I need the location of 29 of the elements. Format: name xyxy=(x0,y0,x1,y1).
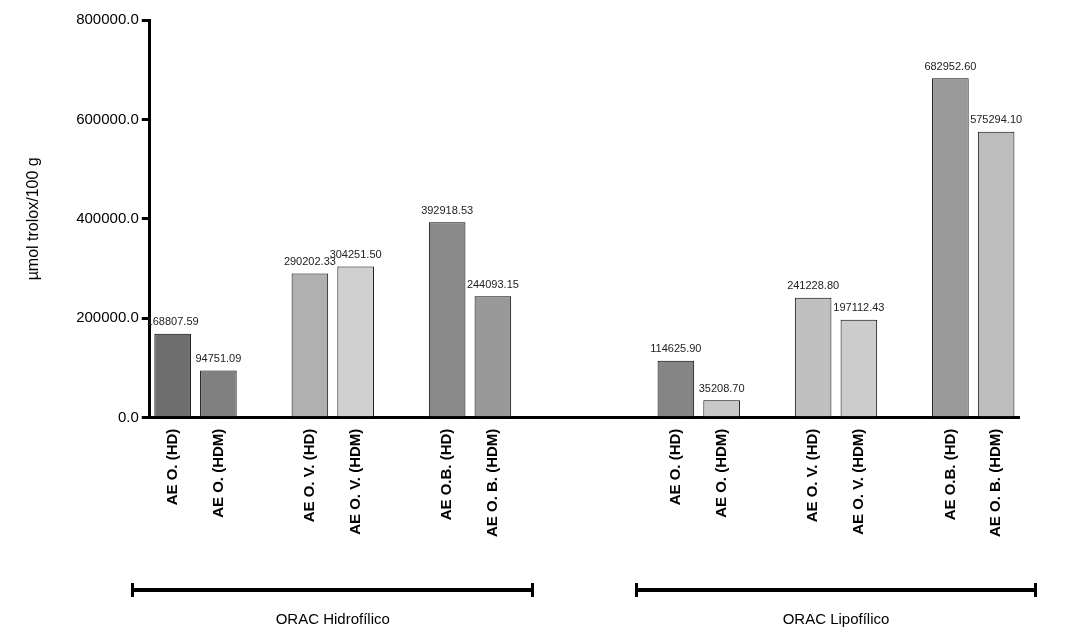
data-label: 114625.90 xyxy=(650,342,702,355)
data-label: 392918.53 xyxy=(421,203,474,216)
x-tick-label: AE O. (HD) xyxy=(666,428,684,506)
y-tick-label: 0.0 xyxy=(117,407,139,425)
x-tick-label: AE O.B. (HD) xyxy=(437,428,455,521)
data-label: 241228.80 xyxy=(787,279,840,292)
x-tick-label: AE O. V. (HDM) xyxy=(345,428,363,535)
data-label: 94751.09 xyxy=(195,352,242,365)
y-axis-title: µmol trolox/100 g xyxy=(24,157,42,281)
x-tick-label: AE O. V. (HDM) xyxy=(849,428,867,535)
x-tick-label: AE O.B. (HD) xyxy=(940,428,958,521)
data-label: 575294.10 xyxy=(970,113,1023,126)
x-tick-label: AE O. B. (HDM) xyxy=(986,428,1004,537)
x-tick-label: AE O. (HD) xyxy=(162,428,180,506)
x-tick-label: AE O. (HDM) xyxy=(711,428,729,518)
y-tick-label: 600000.0 xyxy=(76,109,139,127)
x-tick-label: AE O. V. (HD) xyxy=(300,428,318,523)
data-label: 244093.15 xyxy=(466,277,519,290)
text: ORAC Lipofílico xyxy=(782,610,890,628)
text: ORAC Hidrofílico xyxy=(275,610,390,628)
y-tick-label: 200000.0 xyxy=(76,308,139,326)
y-tick-label: 400000.0 xyxy=(76,208,139,226)
data-label: 682952.60 xyxy=(924,59,977,72)
data-label: 197112.43 xyxy=(833,301,885,314)
y-tick-label: 800000.0 xyxy=(76,10,139,28)
x-tick-label: AE O. B. (HDM) xyxy=(483,428,501,537)
x-tick-label: AE O. (HDM) xyxy=(208,428,226,518)
data-label: 35208.70 xyxy=(698,381,745,394)
x-tick-label: AE O. V. (HD) xyxy=(803,428,821,523)
